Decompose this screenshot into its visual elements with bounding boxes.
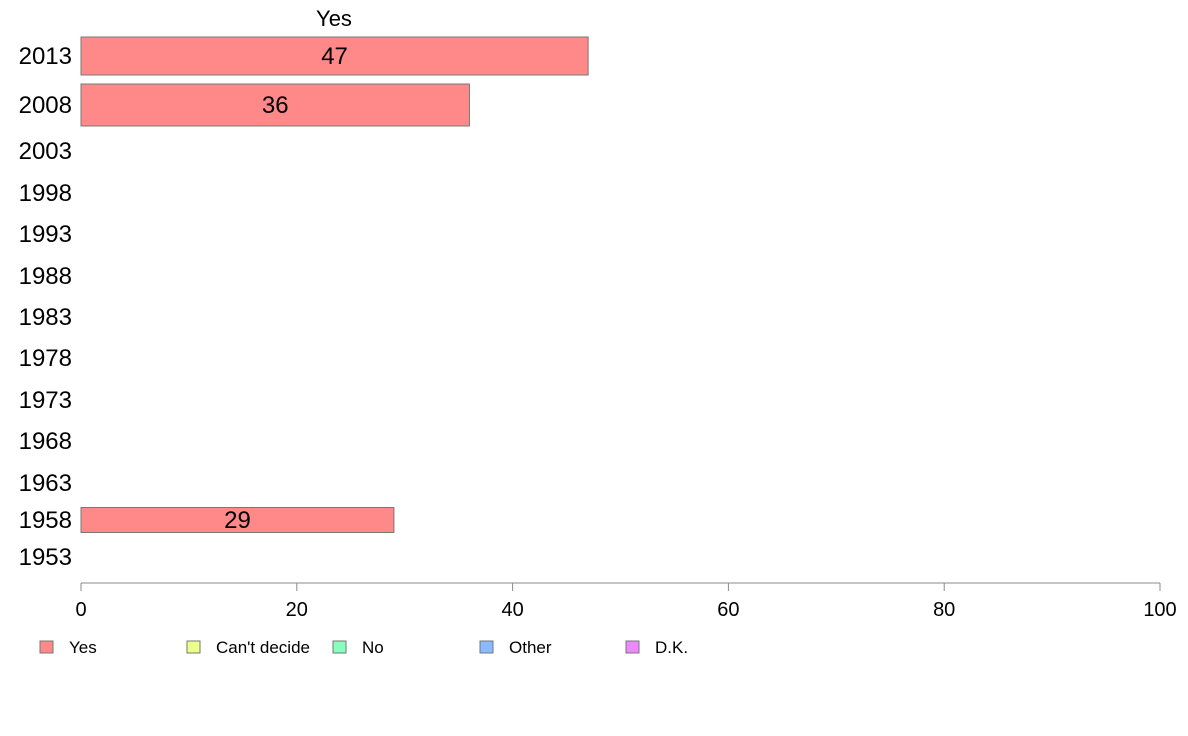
bar-value-label: 29	[224, 507, 251, 534]
category-label: 1958	[19, 507, 72, 534]
category-label: 2003	[19, 138, 72, 165]
category-label: 1988	[19, 263, 72, 290]
category-label: 1953	[19, 544, 72, 571]
bar	[80, 507, 395, 533]
category-label: 1973	[19, 387, 72, 414]
x-tick-label: 60	[717, 599, 739, 621]
category-labels: 2013 2008 2003 1998 1993 1988 1983 1978 1973 1968…	[19, 43, 72, 571]
x-tick-label: 0	[75, 599, 86, 621]
x-tick-label: 100	[1143, 599, 1176, 621]
bar-value-labels: 47 36 29	[224, 43, 348, 534]
legend-swatch	[186, 640, 201, 654]
x-tick-label: 40	[501, 599, 523, 621]
bar-value-label: 36	[262, 92, 289, 119]
category-label: 2008	[19, 92, 72, 119]
category-label: 1978	[19, 345, 72, 372]
category-label: 1963	[19, 470, 72, 497]
category-label: 2013	[19, 43, 72, 70]
bar-value-label: 47	[321, 43, 348, 70]
x-tick-label: 20	[286, 599, 308, 621]
legend-label: No	[362, 638, 384, 657]
legend: Yes Can't decide No Other D.K.	[39, 638, 688, 657]
bars	[80, 36, 589, 533]
legend-swatch	[39, 640, 54, 654]
legend-label: Yes	[69, 638, 97, 657]
legend-label: Can't decide	[216, 638, 310, 657]
category-label: 1968	[19, 428, 72, 455]
legend-swatch	[479, 640, 494, 654]
legend-label: D.K.	[655, 638, 688, 657]
bar	[80, 83, 470, 127]
legend-swatch	[332, 640, 347, 654]
category-label: 1993	[19, 221, 72, 248]
legend-swatch	[625, 640, 640, 654]
category-label: 1983	[19, 304, 72, 331]
category-label: 1998	[19, 180, 72, 207]
x-tick-label: 80	[933, 599, 955, 621]
series-title: Yes	[316, 6, 352, 31]
legend-label: Other	[509, 638, 552, 657]
x-axis: 0 20 40 60 80 100	[75, 582, 1177, 621]
bar	[80, 36, 589, 76]
